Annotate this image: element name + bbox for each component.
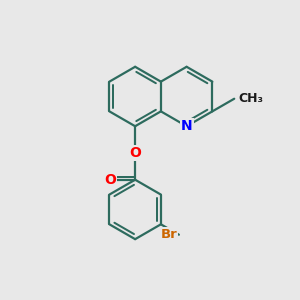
- Text: CH₃: CH₃: [239, 92, 264, 105]
- Text: O: O: [129, 146, 141, 160]
- Text: Br: Br: [161, 228, 177, 241]
- Text: N: N: [181, 119, 192, 133]
- Text: O: O: [104, 173, 116, 187]
